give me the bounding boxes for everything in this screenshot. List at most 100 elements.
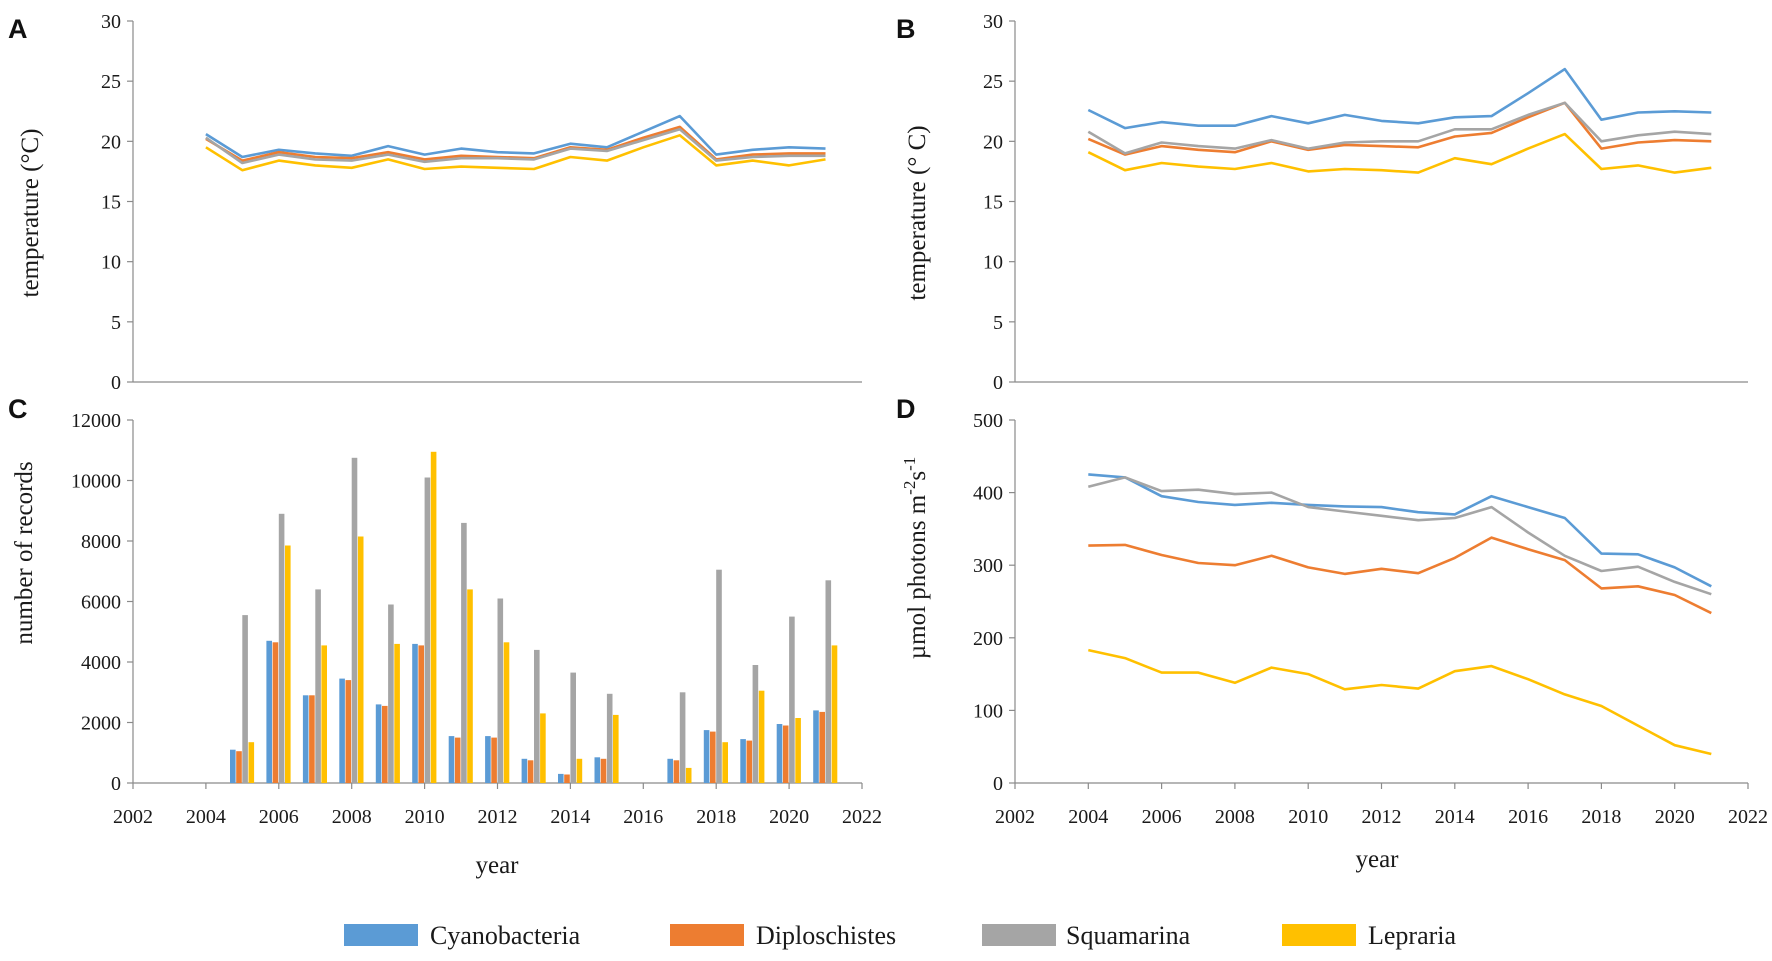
panel-c-x-tick-label: 2012 [478,806,518,828]
panel-d-x-tick-label: 2022 [1728,806,1768,828]
panel-c-bar-lepraria-2005 [248,742,255,783]
panel-c-bar-diploschistes-2021 [819,711,825,783]
panel-c-bar-diploschistes-2020 [782,725,789,783]
panel-d-x-tick-label: 2002 [995,806,1035,828]
legend: Cyanobacteria Diploschistes Squamarina L… [344,921,1457,950]
panel-c-bar-cyanobacteria-2010 [412,643,418,783]
panel-c-bar-cyanobacteria-2018 [703,730,710,783]
panel-c-bar-squamarina-2011 [461,522,467,783]
panel-a-ylabel: temperature (°C) [17,129,44,298]
panel-c-x-tick-label: 2002 [113,806,153,828]
panel-c-bar-squamarina-2015 [606,693,613,783]
panel-c-y-tick-label: 10000 [71,471,121,493]
panel-c-bar-diploschistes-2013 [527,760,534,783]
panel-c-bar-cyanobacteria-2009 [375,704,382,783]
panel-c-xlabel: year [475,852,519,879]
legend-swatch-diploschistes [670,924,744,946]
panel-c-bar-diploschistes-2005 [236,751,242,783]
legend-label-lepraria: Lepraria [1368,921,1457,950]
panel-c-bar-squamarina-2014 [570,672,576,783]
panel-d-series-squamarina-line [1087,476,1712,596]
panel-c-bar-diploschistes-2018 [710,731,716,783]
panel-b-series-cyanobacteria-line [1087,67,1712,130]
panel-c-bar-lepraria-2008 [357,536,364,783]
panel-b-y-tick-label: 30 [983,11,1003,33]
panel-d-y-tick-label: 100 [973,700,1003,722]
panel-c-bar-diploschistes-2011 [454,737,461,783]
panel-c-bar-cyanobacteria-2005 [230,749,236,783]
panel-c-bar-diploschistes-2017 [673,760,680,783]
panel-c-bar-squamarina-2020 [789,616,795,783]
panel-b-ylabel: temperature (° C) [904,125,931,300]
panel-c-y-tick-label: 2000 [81,713,121,735]
panel-a-y-tick-label: 15 [101,192,121,214]
panel-c-bar-cyanobacteria-2011 [448,736,455,783]
panel-c-bar-lepraria-2021 [831,645,838,783]
panel-b-y-tick-label: 20 [983,131,1003,153]
panel-d-y-tick-label: 400 [973,483,1003,505]
panel-c-bar-cyanobacteria-2007 [302,695,309,783]
panel-c-y-tick-label: 8000 [81,531,121,553]
panel-d-x-tick-label: 2006 [1142,806,1182,828]
panel-a-y-tick-label: 30 [101,11,121,33]
panel-c-bar-cyanobacteria-2020 [776,724,783,783]
panel-c-bar-lepraria-2011 [467,589,473,783]
panel-a: A temperature (°C) 0 5 10 15 20 25 30 [8,11,862,394]
panel-c-bar-squamarina-2006 [278,513,285,783]
panel-d-x-tick-label: 2010 [1288,806,1328,828]
legend-label-squamarina: Squamarina [1066,921,1191,950]
panel-d-series-lepraria-line [1088,648,1712,756]
panel-c-bar-lepraria-2018 [722,742,728,783]
panel-b: B temperature (° C) 0 5 10 15 20 25 30 [896,11,1748,394]
panel-c-bar-cyanobacteria-2019 [740,739,746,783]
panel-b-series-diploschistes-line [1087,101,1712,156]
panel-c-bar-squamarina-2008 [351,457,358,783]
panel-c-label: C [8,394,28,424]
panel-c-bar-diploschistes-2012 [491,737,497,783]
panel-c-bar-squamarina-2021 [825,580,832,783]
panel-d-x-tick-label: 2020 [1655,806,1695,828]
panel-c-bar-cyanobacteria-2013 [521,758,528,783]
panel-c-bar-lepraria-2014 [576,758,583,783]
panel-c-bar-lepraria-2010 [430,451,437,783]
panel-c-bar-lepraria-2006 [285,545,291,783]
panel-d-ylabel: µmol photons m-2s-1 [900,457,931,660]
panel-b-y-tick-label: 15 [983,192,1003,214]
panel-a-series-lepraria-line [205,134,826,172]
panel-c-bar-lepraria-2009 [394,643,400,783]
panel-c-bar-cyanobacteria-2012 [485,736,491,783]
panel-a-y-tick-label: 25 [101,71,121,93]
panel-c-bar-lepraria-2017 [685,767,692,783]
panel-c-bar-diploschistes-2015 [600,758,607,783]
legend-label-cyanobacteria: Cyanobacteria [430,921,581,950]
panel-d-xlabel: year [1355,846,1399,873]
legend-swatch-lepraria [1282,924,1356,946]
panel-c-bar-cyanobacteria-2006 [266,640,272,783]
panel-c-x-tick-label: 2016 [623,806,663,828]
panel-c-x-tick-label: 2004 [186,806,226,828]
panel-d-x-tick-label: 2012 [1362,806,1402,828]
panel-b-y-tick-label: 25 [983,71,1003,93]
panel-c-x-tick-label: 2008 [332,806,372,828]
panel-c-bar-diploschistes-2009 [382,705,388,783]
panel-c-plot: 0 2000 4000 6000 8000 10000 12000 2002 2004 2006 2… [71,410,882,828]
panel-c-y-tick-label: 12000 [71,410,121,432]
panel-c-x-tick-label: 2006 [259,806,299,828]
panel-c-bar-lepraria-2007 [321,645,327,783]
panel-d-x-tick-label: 2004 [1068,806,1108,828]
panel-d-y-tick-label: 300 [973,555,1003,577]
panel-c-bar-cyanobacteria-2015 [594,757,601,783]
panel-c-y-tick-label: 6000 [81,592,121,614]
panel-c-bar-cyanobacteria-2017 [667,758,673,783]
panel-d-plot: 0 100 200 300 400 500 2002 2004 2006 2008 2010 2012… [973,410,1768,828]
panel-d-x-tick-label: 2018 [1581,806,1621,828]
panel-a-series-diploschistes-line [205,125,826,162]
panel-d-x-tick-label: 2016 [1508,806,1548,828]
panel-a-y-tick-label: 5 [111,312,121,334]
panel-c-bar-cyanobacteria-2008 [339,678,345,783]
panel-c-bar-lepraria-2019 [758,690,765,783]
panel-a-label: A [8,14,28,44]
panel-c-bar-squamarina-2007 [315,589,321,783]
panel-d-y-tick-label: 0 [993,773,1003,795]
